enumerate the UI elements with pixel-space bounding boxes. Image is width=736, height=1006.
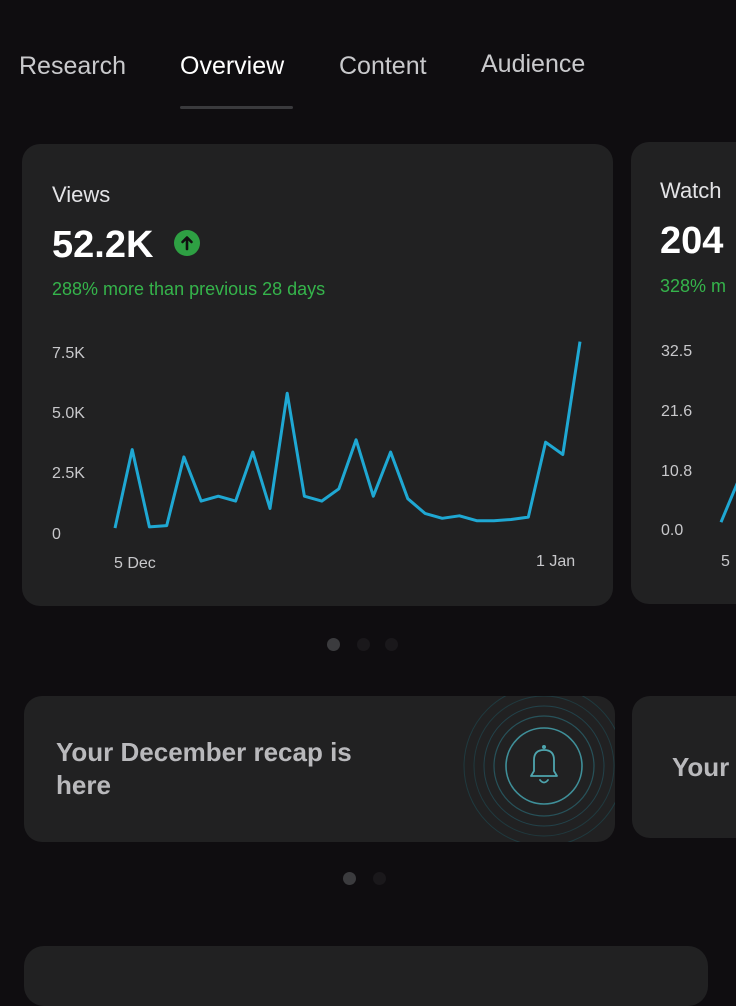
active-tab-indicator: [180, 106, 293, 109]
recap-title: Your December recap is here: [56, 737, 352, 800]
y-tick-label: 0: [52, 526, 61, 543]
views-series-line: [113, 341, 582, 529]
tab-research[interactable]: Research: [19, 52, 126, 80]
tab-overview[interactable]: Overview: [180, 52, 285, 80]
views-line-chart: 7.5K 5.0K 2.5K 0 5 Dec 1 Jan: [52, 341, 582, 572]
metric-title: Views: [52, 182, 111, 207]
arrow-up-circle-icon: [174, 230, 200, 256]
pager-dot[interactable]: [385, 638, 398, 651]
tab-audience[interactable]: Audience: [481, 50, 586, 78]
metric-change-text: 288% more than previous 28 days: [52, 279, 326, 299]
y-tick-label: 0.0: [661, 522, 683, 539]
pager-dot-active[interactable]: [343, 872, 356, 885]
bell-icon: [463, 696, 615, 842]
y-tick-label: 10.8: [661, 463, 692, 480]
y-tick-label: 7.5K: [52, 345, 85, 362]
y-tick-label: 2.5K: [52, 465, 85, 482]
y-tick-label: 5.0K: [52, 405, 85, 422]
watch-series-line: [719, 482, 736, 523]
x-tick-label: 5 Dec: [114, 555, 156, 572]
december-recap-card[interactable]: Your December recap is here: [24, 696, 615, 842]
metric-title: Watch: [660, 178, 722, 203]
pager-dot[interactable]: [357, 638, 370, 651]
pager-dot[interactable]: [373, 872, 386, 885]
views-card[interactable]: Views 52.2K 288% more than previous 28 d…: [22, 144, 613, 606]
watch-line-chart: 32.5 21.6 10.8 0.0 5: [661, 343, 736, 570]
tab-content[interactable]: Content: [339, 52, 427, 80]
y-tick-label: 32.5: [661, 343, 692, 360]
metric-value: 52.2K: [52, 224, 154, 266]
y-tick-label: 21.6: [661, 403, 692, 420]
metric-change-text: 328% m: [660, 276, 727, 296]
x-tick-label: 1 Jan: [536, 553, 575, 570]
bottom-card[interactable]: [24, 946, 708, 1006]
watch-time-card[interactable]: Watch 204 328% m 32.5 21.6 10.8 0.0 5: [631, 142, 736, 604]
next-card-title: Your: [672, 752, 730, 782]
pager-dot-active[interactable]: [327, 638, 340, 651]
next-recap-card[interactable]: Your: [632, 696, 736, 838]
tab-bar: Research Overview Content Audience: [0, 0, 736, 120]
x-tick-label: 5: [721, 553, 730, 570]
metric-value: 204: [660, 220, 724, 262]
